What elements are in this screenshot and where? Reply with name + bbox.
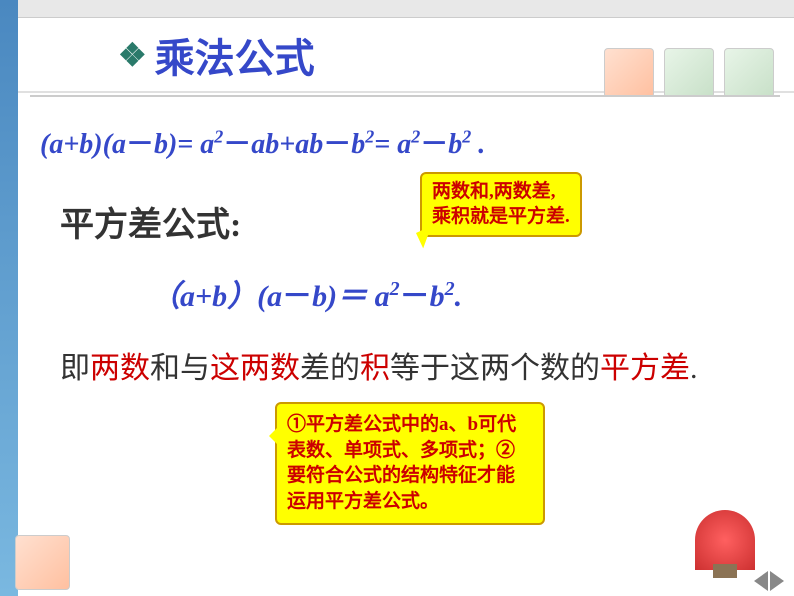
explanation-text: 即两数和与这两数差的积等于这两个数的平方差. [60, 340, 760, 397]
callout-notes: ①平方差公式中的a、b可代表数、单项式、多项式；②要符合公式的结构特征才能运用平… [275, 402, 545, 525]
exp-r3: 积 [360, 352, 390, 385]
exp-t1: 即 [60, 352, 90, 385]
callout2-text: ①平方差公式中的a、b可代表数、单项式、多项式；②要符合公式的结构特征才能运用平… [287, 414, 516, 512]
exp-t4: 等于这两个数的 [390, 352, 600, 385]
formula2-rhs: a2－b2. [375, 280, 463, 313]
next-slide-button[interactable] [770, 571, 784, 591]
exp-t3: 差的 [300, 352, 360, 385]
exp-t5: . [690, 352, 698, 385]
thumb-leaf-icon [664, 48, 714, 98]
thumb-child-icon [604, 48, 654, 98]
title-bar: ❖ 乘法公式 [18, 18, 794, 93]
formula1-mid: a2－ab+ab－b2= [200, 129, 397, 160]
exp-r2: 这两数 [210, 352, 300, 385]
callout1-line2: 乘积就是平方差. [432, 205, 570, 230]
formula-expansion: (a+b)(a－b)= a2－ab+ab－b2= a2－b2 . [40, 122, 780, 162]
formula1-lhs: (a+b)(a－b)= [40, 129, 193, 160]
callout-mnemonic: 两数和,两数差, 乘积就是平方差. [420, 172, 582, 237]
slide-nav [754, 571, 784, 591]
plant-icon [695, 510, 755, 570]
formula-main: （a+b）(a－b)＝ a2－b2. [150, 271, 780, 315]
thumb-leaf2-icon [724, 48, 774, 98]
exp-r4: 平方差 [600, 352, 690, 385]
content-area: (a+b)(a－b)= a2－ab+ab－b2= a2－b2 . 平方差公式: … [30, 95, 780, 585]
bullet-icon: ❖ [118, 36, 147, 74]
callout1-line1: 两数和,两数差, [432, 180, 570, 205]
left-border [0, 0, 18, 596]
title-label: 乘法公式 [155, 26, 315, 84]
thumbnails [604, 48, 774, 98]
top-border [18, 0, 794, 18]
page-title: ❖ 乘法公式 [118, 26, 315, 84]
prev-slide-button[interactable] [754, 571, 768, 591]
exp-r1: 两数 [90, 352, 150, 385]
exp-t2: 和与 [150, 352, 210, 385]
child-icon [15, 535, 70, 590]
formula1-rhs: a2－b2 . [397, 129, 485, 160]
formula2-lhs: （a+b）(a－b)＝ [150, 280, 367, 313]
